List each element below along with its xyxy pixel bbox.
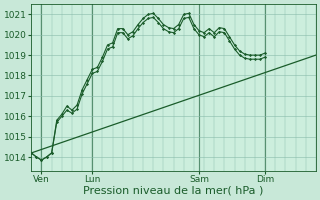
X-axis label: Pression niveau de la mer( hPa ): Pression niveau de la mer( hPa ) [84, 186, 264, 196]
